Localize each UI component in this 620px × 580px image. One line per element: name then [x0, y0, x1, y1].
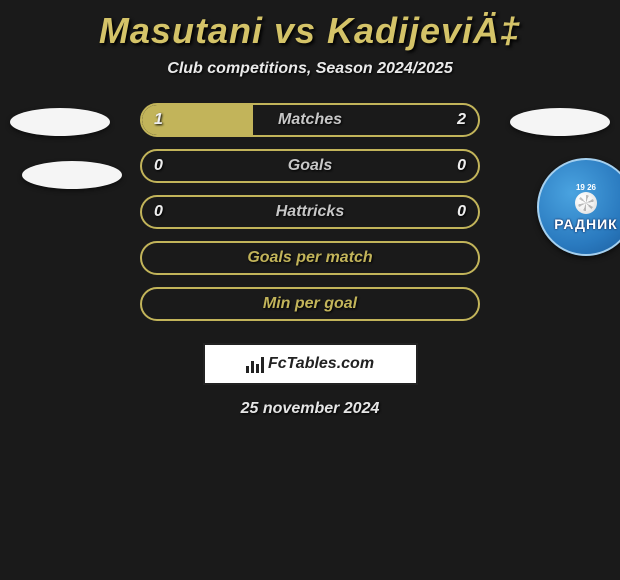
stat-label: Matches	[142, 111, 478, 129]
club-logo-year: 19 26	[576, 183, 596, 192]
stat-row-goals: 00Goals	[140, 149, 480, 183]
player-left-placeholder-2	[22, 161, 122, 189]
page-title: Masutani vs KadijeviÄ‡	[99, 10, 521, 52]
player-right-placeholder	[510, 108, 610, 136]
stat-label: Goals	[142, 157, 478, 175]
page-subtitle: Club competitions, Season 2024/2025	[167, 60, 452, 78]
stats-area: 19 26 РАДНИК 12Matches 00Goals 00Hattricks…	[0, 103, 620, 333]
stat-row-hattricks: 00Hattricks	[140, 195, 480, 229]
stat-row-min-per-goal: Min per goal	[140, 287, 480, 321]
bar-chart-icon	[246, 355, 264, 373]
soccer-ball-icon	[575, 192, 597, 214]
fctables-label: FcTables.com	[268, 355, 374, 373]
fctables-attribution[interactable]: FcTables.com	[203, 343, 418, 385]
club-logo-name: РАДНИК	[554, 216, 617, 232]
stat-row-matches: 12Matches	[140, 103, 480, 137]
stat-row-goals-per-match: Goals per match	[140, 241, 480, 275]
player-left-placeholder-1	[10, 108, 110, 136]
stat-label: Hattricks	[142, 203, 478, 221]
stat-label: Goals per match	[142, 249, 478, 267]
date-label: 25 november 2024	[241, 400, 380, 418]
stat-label: Min per goal	[142, 295, 478, 313]
